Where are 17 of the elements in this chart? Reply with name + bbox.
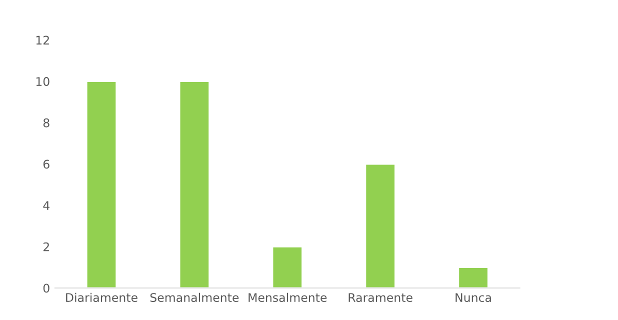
x-tick-label: Diariamente: [66, 292, 138, 302]
x-tick-label: Raramente: [348, 293, 412, 302]
x-tick-label: Mensalmente: [248, 292, 327, 302]
x-tick-label: Semanalmente: [150, 292, 239, 302]
bar: [178, 80, 210, 288]
bar: [86, 80, 118, 288]
bar: [458, 266, 489, 288]
bar: [364, 163, 396, 288]
x-tick-label: Nunca: [456, 293, 491, 302]
y-tick-label: 2: [43, 242, 49, 252]
y-tick-label: 0: [43, 284, 50, 293]
bar: [272, 246, 303, 288]
y-tick-label: 12: [36, 36, 49, 44]
y-tick-label: 6: [43, 160, 50, 169]
y-tick-label: 8: [43, 118, 50, 128]
y-tick-label: 10: [36, 77, 50, 86]
y-tick-label: 4: [43, 201, 50, 210]
